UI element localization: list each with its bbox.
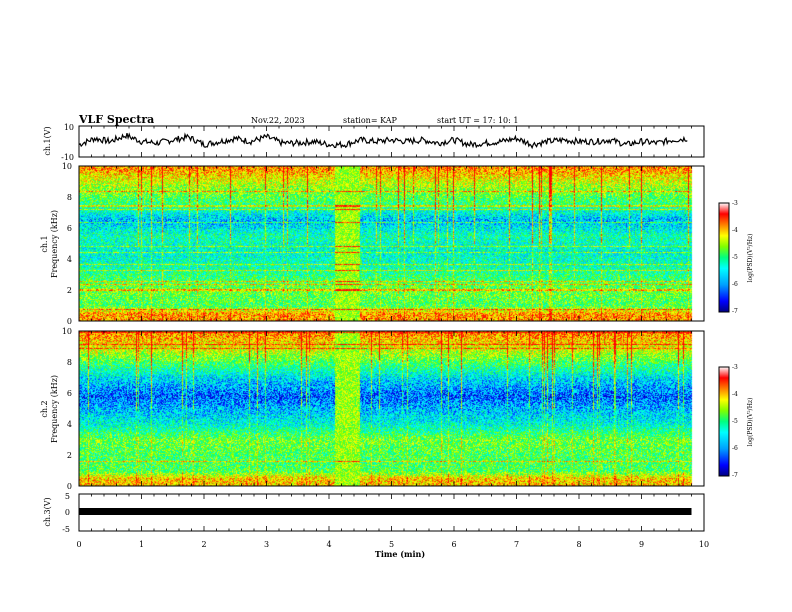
ch2-frequency-label: Frequency (kHz) [50,375,59,443]
ch2-ytick-4: 4 [67,420,72,429]
ch2-ytick-8: 8 [67,358,72,367]
ch3-ytick-m5: -5 [62,525,70,534]
time-tick-label: 0 [76,540,81,549]
ch2-cb-tick-m5: -5 [732,418,738,425]
ch3-waveform-trace [79,508,692,515]
ch2-colorbar [719,367,729,476]
ch1-waveform-ylabel: ch.1(V) [43,126,52,155]
ch2-spectrogram-panel: 0 2 4 6 8 10 ch.2 Frequency (kHz) -3 -4 … [40,327,754,491]
station-label: station= KAP [343,116,398,125]
ch2-spectrogram-yticks: 0 2 4 6 8 10 [62,327,72,491]
ch2-cb-tick-m7: -7 [732,472,738,479]
ch1-spectrogram-panel: 0 2 4 6 8 10 ch.1 Frequency (kHz) -3 -4 … [40,162,754,326]
ch1-frequency-label: Frequency (kHz) [50,210,59,278]
ch1-cb-tick-m5: -5 [732,254,738,261]
time-tick-label: 2 [201,540,206,549]
ch1-ytick-bottom: -10 [61,153,74,162]
ch1-ytick-2: 2 [67,286,72,295]
ch1-colorbar [719,203,729,312]
time-tick-label: 4 [326,540,331,549]
time-tick-label: 1 [139,540,144,549]
time-axis-ticklabels: 0 1 2 3 4 5 6 7 8 9 10 [76,540,709,549]
ch1-ytick-top: 10 [64,123,74,132]
date-label: Nov.22, 2023 [251,116,305,125]
ch1-ytick-8: 8 [67,193,72,202]
ch1-cb-tick-m4: -4 [732,227,738,234]
ch1-spectrogram-image-holder [79,166,704,321]
ch3-waveform-ylabel: ch.3(V) [43,497,52,526]
time-tick-label: 3 [264,540,269,549]
ch2-colorbar-label: log(PSD)(V²/Hz) [747,398,754,447]
ch2-spectrogram-image [79,331,704,486]
start-time-label: start UT = 17: 10: 1 [437,116,518,125]
time-axis-label: Time (min) [375,549,425,559]
ch2-cb-tick-m3: -3 [732,364,738,371]
ch1-spectrogram-xticks [78,166,705,321]
ch2-ytick-6: 6 [67,389,72,398]
time-tick-label: 6 [451,540,456,549]
ch2-cb-tick-m6: -6 [732,445,738,452]
ch1-colorbar-label: log(PSD)(V²/Hz) [747,234,754,283]
ch2-spectrogram-xticks [78,331,705,486]
ch2-colorbar-frame [718,366,730,477]
ch2-spectrogram-image-holder [79,331,704,486]
ch1-ytick-4: 4 [67,255,72,264]
ch1-spectrogram-ylabel: ch.1 [40,235,49,252]
ch1-colorbar-frame [718,202,730,313]
ch1-waveform-xticks [78,126,705,157]
ch1-cb-tick-m6: -6 [732,281,738,288]
time-tick-label: 8 [576,540,581,549]
ch1-waveform-trace [78,132,688,150]
ch2-ytick-10: 10 [62,327,72,336]
time-tick-label: 9 [639,540,644,549]
ch2-spectrogram-ylabel: ch.2 [40,400,49,417]
ch2-cb-tick-m4: -4 [732,391,738,398]
ch2-ytick-2: 2 [67,451,72,460]
time-tick-label: 5 [389,540,394,549]
ch1-ytick-0: 0 [67,317,72,326]
ch3-waveform-xticks [78,494,705,531]
ch1-cb-tick-m7: -7 [732,308,738,315]
ch1-spectrogram-yticks: 0 2 4 6 8 10 [62,162,72,326]
ch1-ytick-10: 10 [62,162,72,171]
ch3-ytick-0: 0 [65,508,70,517]
ch1-ytick-6: 6 [67,224,72,233]
ch3-ytick-5: 5 [65,492,70,501]
ch1-spectrogram-image [79,166,704,321]
ch2-ytick-0: 0 [67,482,72,491]
ch3-waveform-panel: 5 0 -5 ch.3(V) 0 1 2 3 4 5 6 7 8 9 10 Time (min) [43,492,709,559]
time-tick-label: 10 [699,540,709,549]
ch1-waveform-panel: 10 -10 ch.1(V) [43,123,705,162]
time-tick-label: 7 [514,540,519,549]
ch1-cb-tick-m3: -3 [732,200,738,207]
figure-title: VLF Spectra [78,113,154,126]
